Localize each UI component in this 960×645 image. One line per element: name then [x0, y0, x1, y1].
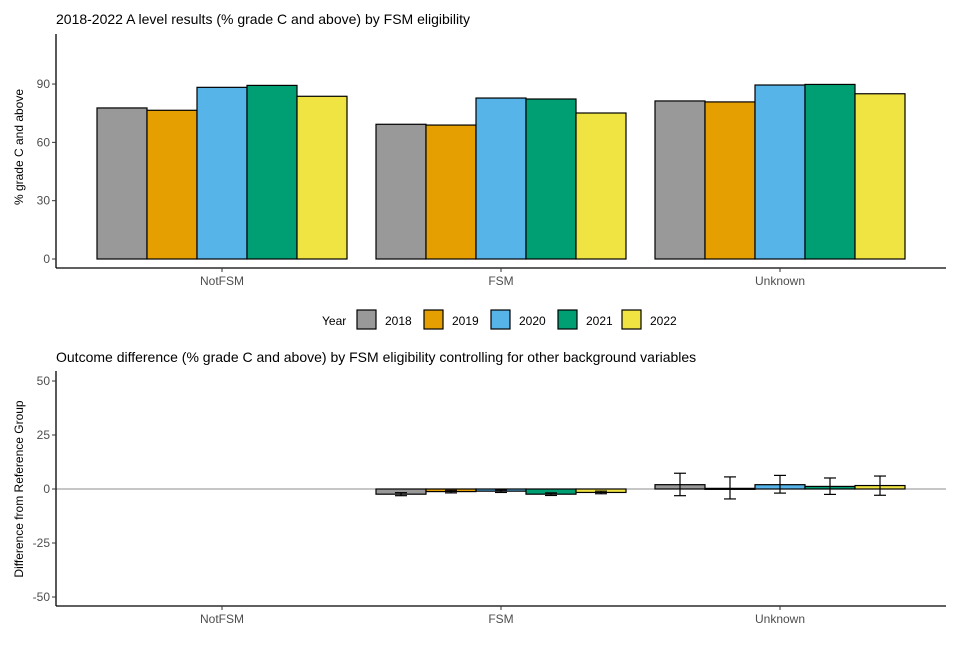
legend-label-2020: 2020 — [519, 314, 546, 328]
y-tick-label: 60 — [37, 135, 51, 149]
legend-label-2021: 2021 — [586, 314, 613, 328]
chart2-y-axis: -50 -25 0 25 50 — [33, 371, 57, 606]
error-bar-fsm-2020 — [495, 489, 507, 494]
chart1-ylabel: % grade C and above — [12, 89, 26, 205]
chart2-bars — [375, 472, 906, 500]
legend-item-2020: 2020 — [490, 309, 546, 330]
legend-swatch-2021 — [557, 309, 578, 330]
y-tick-label: 0 — [43, 252, 50, 266]
y-tick-label: 90 — [37, 77, 51, 91]
bar-fsm-2018 — [375, 123, 427, 260]
bar-fsm-2021 — [525, 98, 577, 260]
legend-item-2021: 2021 — [557, 309, 613, 330]
y-tick-label: -50 — [33, 590, 51, 604]
x-tick-label-unknown: Unknown — [755, 274, 805, 288]
legend-swatch-2020 — [490, 309, 511, 330]
x-tick-label-fsm: FSM — [488, 274, 513, 288]
error-bar-unknown-2022 — [874, 475, 886, 496]
x-tick-label-notfsm: NotFSM — [200, 274, 244, 288]
chart2-ylabel: Difference from Reference Group — [12, 400, 26, 578]
bar-fsm-2019 — [425, 124, 477, 260]
legend-swatch-2019 — [423, 309, 444, 330]
legend-item-2022: 2022 — [621, 309, 677, 330]
error-bar-unknown-2020 — [774, 474, 786, 494]
error-bar-fsm-2018 — [395, 492, 407, 497]
chart1-title: 2018-2022 A level results (% grade C and… — [56, 11, 470, 27]
results-chart: 2018-2022 A level results (% grade C and… — [12, 11, 946, 330]
bar-notfsm-2018 — [96, 107, 148, 260]
legend-swatch-2018 — [356, 309, 377, 330]
x-tick-label-unknown: Unknown — [755, 612, 805, 626]
error-bar-unknown-2021 — [824, 477, 836, 495]
y-tick-label: 50 — [37, 374, 51, 388]
error-bar-fsm-2019 — [445, 489, 457, 494]
legend-title: Year — [322, 314, 346, 328]
bar-notfsm-2019 — [146, 109, 198, 260]
y-tick-label: 25 — [37, 428, 51, 442]
bar-unknown-2021 — [804, 83, 856, 260]
y-tick-label: 30 — [37, 194, 51, 208]
legend: Year 2018 2019 2020 2021 2022 — [322, 309, 677, 330]
bar-fsm-2020 — [475, 97, 527, 260]
bar-unknown-2022 — [854, 93, 906, 260]
chart1-y-axis: 0 30 60 90 — [37, 34, 57, 268]
legend-label-2022: 2022 — [650, 314, 677, 328]
bar-notfsm-2021 — [246, 84, 298, 260]
difference-chart: Outcome difference (% grade C and above)… — [12, 349, 946, 626]
bar-notfsm-2020 — [196, 86, 248, 260]
x-tick-label-notfsm: NotFSM — [200, 612, 244, 626]
bar-fsm-2022 — [575, 112, 627, 260]
chart2-x-axis: NotFSM FSM Unknown — [56, 605, 946, 626]
legend-label-2019: 2019 — [452, 314, 479, 328]
error-bar-unknown-2018 — [674, 472, 686, 497]
error-bar-fsm-2021 — [545, 492, 557, 497]
error-bar-fsm-2022 — [595, 490, 607, 495]
y-tick-label: -25 — [33, 536, 51, 550]
chart1-bars — [96, 83, 906, 260]
bar-unknown-2020 — [754, 84, 806, 260]
bar-unknown-2019 — [704, 101, 756, 260]
legend-swatch-2022 — [621, 309, 642, 330]
chart1-x-axis: NotFSM FSM Unknown — [56, 267, 946, 288]
x-tick-label-fsm: FSM — [488, 612, 513, 626]
legend-item-2019: 2019 — [423, 309, 479, 330]
legend-label-2018: 2018 — [385, 314, 412, 328]
legend-item-2018: 2018 — [356, 309, 412, 330]
bar-notfsm-2022 — [296, 95, 348, 260]
error-bar-unknown-2019 — [724, 476, 736, 500]
y-tick-label: 0 — [43, 482, 50, 496]
chart2-title: Outcome difference (% grade C and above)… — [56, 349, 696, 365]
bar-unknown-2018 — [654, 100, 706, 260]
